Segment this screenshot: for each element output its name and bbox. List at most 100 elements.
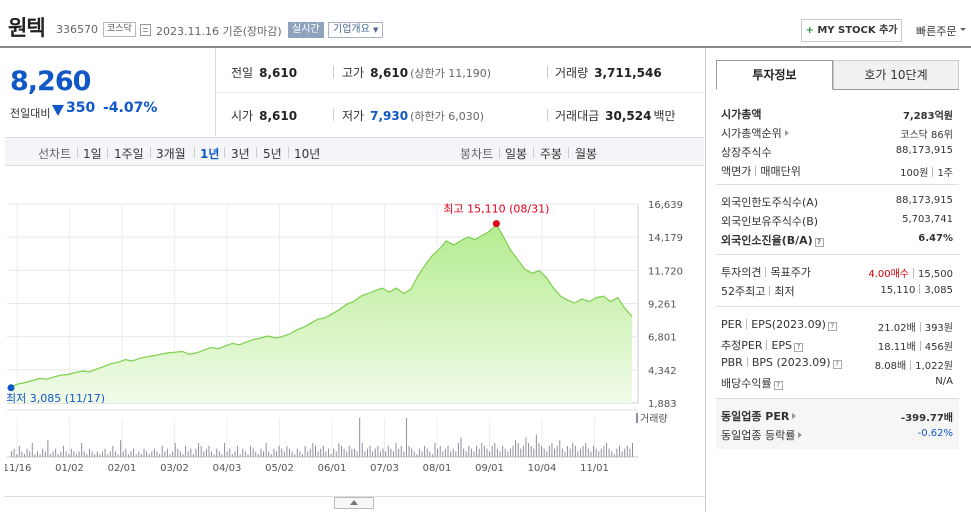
w52-value-group: 15,110 3,085 [880,284,953,296]
volume-bar [499,451,501,457]
volume-bar [457,443,459,457]
volume-bar [130,451,132,457]
company-info-dropdown[interactable]: 기업개요 ▼ [328,22,384,38]
period-1y[interactable]: 1년 [200,147,220,161]
volume-bar [632,443,633,457]
amount-label: 거래대금 [555,109,600,123]
volume-bar [309,448,311,457]
volume-bar [603,445,605,457]
realtime-button[interactable]: 실시간 [288,22,324,38]
volume-bar [590,451,592,457]
volume-bar [405,418,407,457]
help-icon[interactable]: ? [827,322,837,331]
volume-bar [335,451,337,457]
est-eps-value: 456원 [924,342,953,353]
x-tick-label: 09/01 [475,463,504,474]
shares-row: 상장주식수 88,173,915 [716,142,959,161]
volume-bar [426,448,428,457]
foreign-limit-value: 88,173,915 [895,195,953,206]
foreign-ratio-label: 외국인소진율(B/A) [721,234,813,247]
period-3m[interactable]: 3개월 [156,147,186,161]
par-value: 100원 [900,168,929,179]
volume-bar [346,451,348,457]
volume-bar [619,445,621,457]
price-chart[interactable]: 16,639 14,179 11,720 9,261 6,801 4,342 1,883 거… [5,166,705,496]
quick-order-button[interactable]: 빠른주문 [916,25,968,38]
market-cap-section: 시가총액 7,283억원 시가총액순위 코스닥 86위 상장주식수 88,173,91… [716,104,959,180]
add-mystock-button[interactable]: + MY STOCK 추가 [801,19,902,42]
period-5y[interactable]: 5년 [263,147,282,161]
volume-bar [159,454,161,457]
candle-daily[interactable]: 일봉 [505,147,528,161]
volume-bar [177,448,179,457]
volume-bar [312,443,314,457]
volume-bar [96,451,98,457]
market-cap-rank-row[interactable]: 시가총액순위 코스닥 86위 [716,123,959,142]
period-10y[interactable]: 10년 [294,147,321,161]
volume-bar [185,445,187,457]
volume-bar [491,445,493,457]
volume-value: 3,711,546 [594,66,662,80]
period-1w[interactable]: 1주일 [114,147,144,161]
volume-bar [166,448,168,457]
volume-bar [114,451,116,457]
divider [746,357,748,367]
volume-bar [291,451,293,457]
volume-bar [413,451,415,457]
volume-bar [416,454,418,457]
caret-right-icon [792,413,797,419]
volume-bar [294,454,296,457]
volume-bar [242,448,244,457]
divider [755,166,757,176]
volume-bar [221,454,223,457]
candle-chart-label[interactable]: 봉차트 [460,147,494,161]
tab-order-book[interactable]: 호가 10단계 [833,60,959,90]
investment-info-panel: 투자정보 호가 10단계 시가총액 7,283억원 시가총액순위 코스닥 86위 상… [705,48,971,512]
volume-bar [626,445,628,457]
chart-markers: 최고 15,110 (08/31) 최저 3,085 (11/17) [6,203,549,405]
volume-bar [94,454,96,457]
volume-bar [11,451,12,457]
industry-per-row[interactable]: 동일업종 PER -399.77배 [716,406,959,425]
lower-limit: (하한가 6,030) [410,110,484,123]
volume-bar [65,451,67,457]
industry-rate-row[interactable]: 동일업종 등락률 -0.62% [716,425,959,444]
period-1d[interactable]: 1일 [83,147,102,161]
period-3y[interactable]: 3년 [231,147,250,161]
volume-bar [424,445,426,457]
industry-rate-label-group: 동일업종 등락률 [721,427,803,443]
volume-bar [299,451,301,457]
volume-bar [608,448,610,457]
volume-bar [385,451,387,457]
volume-bar [572,443,574,457]
volume-bar [273,448,275,457]
help-icon[interactable]: ? [814,238,824,247]
candle-monthly[interactable]: 월봉 [575,147,598,161]
tab-investment-info[interactable]: 투자정보 [716,60,833,90]
help-icon[interactable]: ? [832,360,842,369]
candle-weekly[interactable]: 주봉 [540,147,563,161]
bps-value: 1,022원 [915,361,953,372]
volume-cell: 거래량 3,711,546 [555,64,662,81]
opinion-section: 투자의견 목표주가 4.00매수 15,500 52주최고 최저 15,110 3,085 [716,262,959,300]
volume-bar [55,448,57,457]
y-axis-labels: 16,639 14,179 11,720 9,261 6,801 4,342 1,883 [648,200,683,410]
volume-bar [239,454,241,457]
help-icon[interactable]: ? [773,381,783,390]
help-icon[interactable]: ? [794,343,804,352]
industry-section-bg [716,399,959,449]
volume-bar [512,445,514,457]
line-chart-label[interactable]: 선차트 [38,147,72,161]
w52-high-value: 15,110 [880,285,916,296]
volume-bar [611,451,613,457]
volume-bar [52,451,54,457]
volume-bar [70,448,72,457]
collapse-chart-button[interactable] [334,497,374,509]
prev-close-cell: 전일 8,610 [231,64,297,81]
divider [746,319,748,329]
chart-area [10,223,633,403]
industry-per-label-group: 동일업종 PER [721,408,797,424]
tab-underline [716,89,959,90]
divider [533,147,534,158]
y-tick-label: 6,801 [648,333,677,344]
